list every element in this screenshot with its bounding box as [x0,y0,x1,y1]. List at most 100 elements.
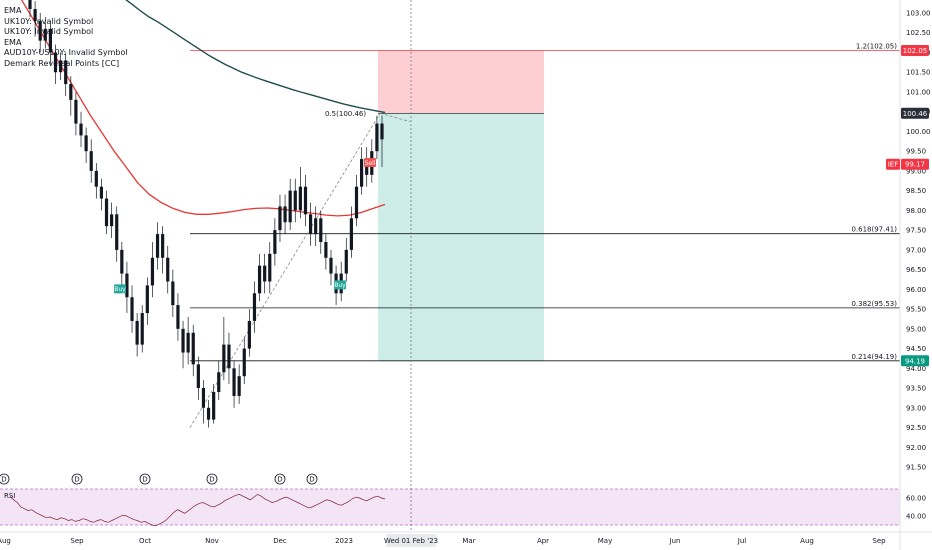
candle [375,115,379,160]
candle [283,194,287,235]
rsi-axis: 60.00 40.00 [906,495,926,521]
legend-item-ema[interactable]: EMA [4,6,22,15]
candle-body [43,28,47,41]
candle [176,293,180,341]
candle-body [283,206,287,223]
fib-trend-line[interactable] [189,113,381,428]
candle-body [38,20,42,41]
candle [206,399,211,428]
candle-body [115,214,119,250]
candle [298,166,302,219]
demark-signal: Buy [114,284,126,294]
candle-body [28,0,32,10]
position-target-zone[interactable] [378,113,544,361]
candle-body [69,84,73,100]
legend-item-uk10y-2[interactable]: UK10Y: Invalid Symbol [4,27,94,36]
time-tick: May [598,537,612,545]
price-tags: 102.05 100.46 99.17 IEF 94.19 [886,45,929,367]
price-tick: 98.00 [906,207,926,215]
candle-body [354,186,359,219]
candle-body [298,186,302,211]
legend[interactable]: EMA UK10Y: Invalid Symbol UK10Y: Invalid… [4,6,128,69]
symbol-tag-bg [886,158,900,170]
candle [329,249,333,286]
candle [69,76,73,116]
ema-short-line[interactable] [20,0,386,217]
price-tag: 102.05 [901,45,929,57]
candle [38,13,42,53]
signal-badge [114,284,126,294]
candle-body [150,257,155,286]
fib-levels[interactable]: 1.2(102.05) 0.618(97.41) 0.382(95.53) 0.214… [190,43,900,362]
candle-body [344,249,348,274]
signal-label: Buy [334,282,346,289]
time-tick: Aug [0,537,11,545]
rsi-line[interactable] [9,493,386,527]
candle [43,16,47,49]
candle [196,356,200,400]
candle-body [232,368,236,396]
candle-body [64,60,68,85]
candle-body [161,234,165,258]
demark-signal: Buy [334,280,346,290]
candle-body [319,218,323,242]
candle-body [263,265,267,282]
price-tick: 97.50 [906,227,926,235]
candle [237,364,241,404]
candle [308,202,313,246]
candle-body [217,372,221,392]
candle-body [135,320,139,345]
event-letter: D [142,476,147,484]
ema-long-line[interactable] [90,0,386,114]
price-tag-bg [901,355,929,367]
candle-body [104,198,109,227]
price-tick: 95.00 [906,325,926,333]
rsi-tick: 40.00 [906,513,926,521]
candle-body [125,273,129,298]
legend-item-uk10y[interactable]: UK10Y: Invalid Symbol [4,16,94,26]
candle [278,194,282,242]
price-tick: 97.00 [906,246,926,254]
candle-body [196,364,200,389]
event-circle [206,473,218,485]
candle [135,313,139,357]
price-tick: 101.50 [906,69,931,77]
symbol-tag: IEF [888,161,899,169]
candle-body [166,257,170,282]
candle-body [288,190,292,223]
event-marker: D [71,473,83,485]
candle-body [145,285,149,314]
candle [268,241,272,294]
candle-body [94,170,98,187]
price-tick: 91.50 [906,464,926,472]
candle [104,190,109,235]
candle [288,178,292,231]
legend-item-aud10y-us10y[interactable]: AUD10Y-US10Y: Invalid Symbol [4,48,128,57]
candle-body [303,186,308,215]
price-tick: 101.00 [906,88,931,96]
price-tick: 96.50 [906,266,926,274]
price-tick: 99.50 [906,148,926,156]
price-tick: 100.00 [906,128,931,136]
time-axis[interactable]: Aug Sep Oct Nov Dec 2023 Mar Apr May Jun Jul Aug Sep [0,537,886,545]
candle [125,261,129,314]
price-tick: 94.00 [906,365,926,373]
price-axis[interactable]: 103.00102.50102.00101.50101.00100.50100.… [906,10,931,472]
candle [212,384,216,424]
candle-body [74,99,78,124]
candle [324,234,328,270]
candle-body [191,332,195,365]
rsi-pane[interactable]: RSI [0,488,900,527]
candle-body [359,159,364,187]
demark-signal: Sell [364,158,376,168]
candle [64,52,68,96]
legend-item-demark[interactable]: Demark Reversal Points [CC] [4,58,120,68]
signal-badge [334,280,346,290]
price-tick: 93.00 [906,404,926,412]
candle [257,253,262,302]
price-tag: 100.46 [901,107,929,119]
legend-item-ema-2[interactable]: EMA [4,37,22,47]
position-stop-zone[interactable] [378,50,544,114]
